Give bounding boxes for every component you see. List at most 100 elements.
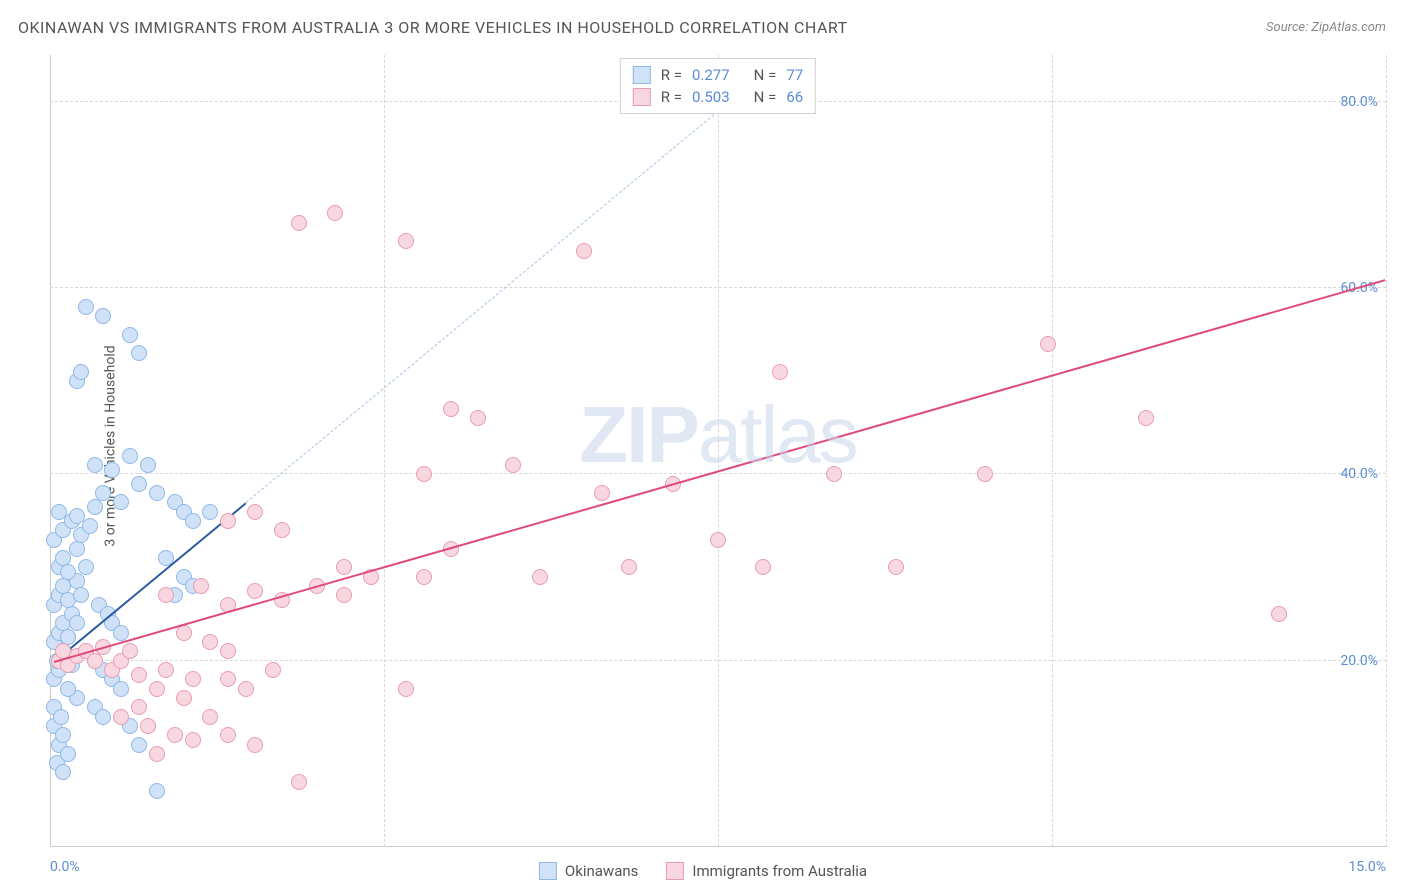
data-point	[398, 233, 414, 249]
data-point	[60, 746, 76, 762]
data-point	[576, 243, 592, 259]
data-point	[202, 709, 218, 725]
data-point	[131, 476, 147, 492]
data-point	[336, 559, 352, 575]
series-legend: Okinawans Immigrants from Australia	[539, 862, 867, 880]
data-point	[87, 499, 103, 515]
data-point	[87, 457, 103, 473]
data-point	[220, 643, 236, 659]
data-point	[122, 327, 138, 343]
data-point	[202, 504, 218, 520]
data-point	[122, 448, 138, 464]
gridline-vertical	[718, 55, 719, 847]
data-point	[470, 410, 486, 426]
x-tick-label: 15.0%	[1348, 859, 1386, 875]
data-point	[167, 727, 183, 743]
data-point	[1271, 606, 1287, 622]
x-tick-label: 0.0%	[50, 859, 80, 875]
gridline-vertical	[1386, 55, 1387, 847]
legend-n-label: N =	[754, 66, 777, 84]
data-point	[176, 690, 192, 706]
data-point	[532, 569, 548, 585]
legend-row-series-1: R = 0.277 N = 77	[633, 64, 803, 86]
data-point	[140, 718, 156, 734]
data-point	[149, 485, 165, 501]
legend-n-value-2: 66	[786, 88, 803, 106]
legend-n-label: N =	[754, 88, 777, 106]
plot-region: ZIPatlas 20.0%40.0%60.0%80.0%0.0%15.0%	[50, 55, 1386, 847]
data-point	[60, 564, 76, 580]
data-point	[87, 653, 103, 669]
data-point	[51, 504, 67, 520]
data-point	[55, 727, 71, 743]
data-point	[220, 513, 236, 529]
data-point	[398, 681, 414, 697]
data-point	[220, 671, 236, 687]
correlation-legend: R = 0.277 N = 77 R = 0.503 N = 66	[620, 58, 816, 114]
data-point	[158, 662, 174, 678]
legend-item-2: Immigrants from Australia	[666, 862, 867, 880]
gridline-vertical	[384, 55, 385, 847]
gridline-vertical	[1052, 55, 1053, 847]
legend-item-1: Okinawans	[539, 862, 638, 880]
data-point	[755, 559, 771, 575]
data-point	[291, 215, 307, 231]
y-tick-label: 40.0%	[1340, 466, 1378, 482]
legend-swatch-icon	[666, 862, 684, 880]
legend-label-1: Okinawans	[565, 862, 638, 880]
data-point	[82, 518, 98, 534]
data-point	[95, 308, 111, 324]
data-point	[274, 522, 290, 538]
data-point	[193, 578, 209, 594]
data-point	[336, 587, 352, 603]
data-point	[185, 732, 201, 748]
data-point	[327, 205, 343, 221]
data-point	[113, 494, 129, 510]
chart-area: ZIPatlas 20.0%40.0%60.0%80.0%0.0%15.0% R…	[50, 55, 1386, 847]
legend-label-2: Immigrants from Australia	[692, 862, 867, 880]
data-point	[265, 662, 281, 678]
data-point	[60, 681, 76, 697]
legend-r-label: R =	[661, 88, 682, 106]
data-point	[95, 485, 111, 501]
data-point	[149, 783, 165, 799]
data-point	[131, 699, 147, 715]
legend-r-value-2: 0.503	[692, 88, 730, 106]
data-point	[185, 671, 201, 687]
data-point	[149, 746, 165, 762]
data-point	[158, 587, 174, 603]
data-point	[1138, 410, 1154, 426]
data-point	[238, 681, 254, 697]
y-tick-label: 80.0%	[1340, 94, 1378, 110]
data-point	[247, 504, 263, 520]
data-point	[131, 667, 147, 683]
data-point	[104, 462, 120, 478]
data-point	[505, 457, 521, 473]
watermark-bold: ZIP	[579, 390, 697, 479]
data-point	[73, 364, 89, 380]
data-point	[291, 774, 307, 790]
data-point	[416, 569, 432, 585]
legend-swatch-icon	[539, 862, 557, 880]
data-point	[131, 345, 147, 361]
legend-swatch-2	[633, 88, 651, 106]
data-point	[772, 364, 788, 380]
data-point	[247, 583, 263, 599]
data-point	[202, 634, 218, 650]
data-point	[149, 681, 165, 697]
data-point	[621, 559, 637, 575]
data-point	[247, 737, 263, 753]
data-point	[69, 615, 85, 631]
data-point	[131, 737, 147, 753]
data-point	[69, 508, 85, 524]
data-point	[1040, 336, 1056, 352]
legend-r-label: R =	[661, 66, 682, 84]
data-point	[977, 466, 993, 482]
data-point	[888, 559, 904, 575]
legend-swatch-1	[633, 66, 651, 84]
y-tick-label: 20.0%	[1340, 653, 1378, 669]
data-point	[710, 532, 726, 548]
data-point	[113, 625, 129, 641]
data-point	[416, 466, 432, 482]
trend-line-extrapolated	[246, 111, 719, 503]
